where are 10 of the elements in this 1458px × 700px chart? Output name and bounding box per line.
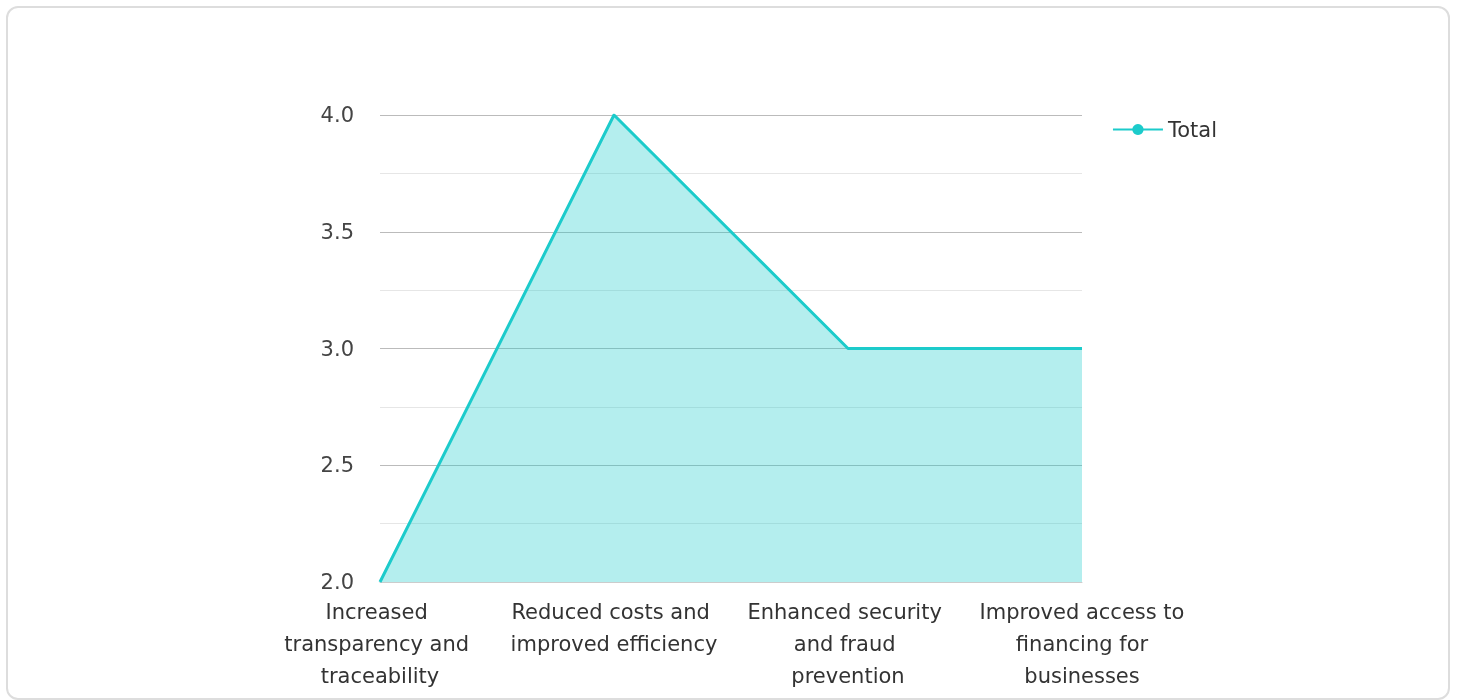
- y-tick-label: 2.0: [320, 570, 354, 594]
- legend-label: Total: [1166, 117, 1217, 142]
- x-tick-label: Improved access to financing for businesses: [979, 600, 1185, 688]
- y-tick-label: 3.0: [320, 336, 354, 361]
- y-tick-label: 3.5: [320, 219, 354, 244]
- x-tick-label: Reduced costs and improved efficiency: [510, 600, 718, 656]
- x-tick-label: Increased transparency and traceability: [284, 600, 476, 688]
- y-tick-label: 2.5: [320, 453, 354, 478]
- y-tick-label: 4.0: [320, 103, 354, 127]
- x-tick-label: Enhanced security and fraud prevention: [747, 600, 949, 688]
